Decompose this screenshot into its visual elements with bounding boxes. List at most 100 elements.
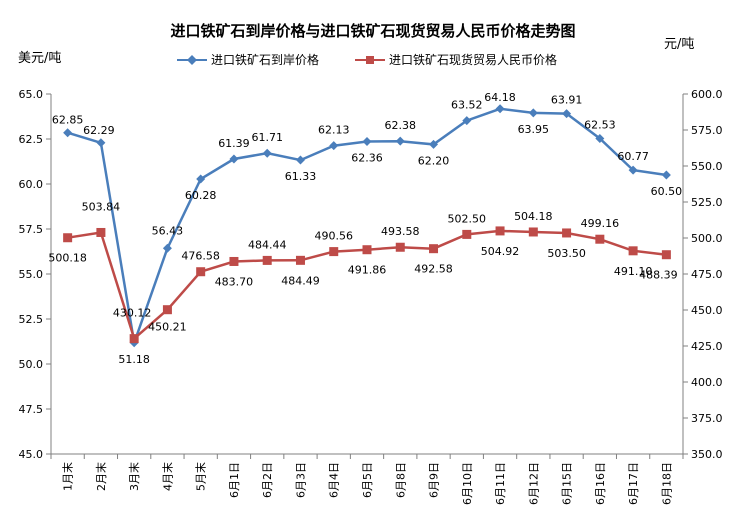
data-point-cif bbox=[296, 156, 305, 165]
data-label-cif: 60.28 bbox=[185, 189, 217, 202]
data-point-cif bbox=[263, 149, 272, 158]
left-axis-unit: 美元/吨 bbox=[18, 51, 61, 66]
right-tick-label: 400.0 bbox=[691, 376, 723, 389]
data-label-rmb: 484.49 bbox=[281, 274, 320, 287]
x-tick-label: 6月16日 bbox=[594, 462, 607, 505]
legend: 进口铁矿石到岸价格 进口铁矿石现货贸易人民币价格 bbox=[177, 52, 557, 67]
data-point-cif bbox=[529, 108, 538, 117]
x-tick-label: 6月2日 bbox=[261, 462, 274, 498]
right-tick-label: 575.0 bbox=[691, 124, 723, 137]
data-label-cif: 62.36 bbox=[351, 152, 383, 165]
data-point-cif bbox=[662, 171, 671, 180]
left-tick-label: 65.0 bbox=[19, 88, 44, 101]
data-point-rmb bbox=[662, 250, 671, 259]
x-tick-label: 5月末 bbox=[194, 462, 208, 491]
x-tick-label: 6月18日 bbox=[660, 462, 673, 505]
data-label-rmb: 488.39 bbox=[639, 269, 678, 282]
x-tick-label: 2月末 bbox=[94, 462, 108, 491]
data-label-cif: 62.53 bbox=[584, 118, 616, 131]
data-point-cif bbox=[496, 104, 505, 113]
data-label-cif: 62.85 bbox=[52, 114, 84, 127]
data-point-cif bbox=[363, 137, 372, 146]
data-point-rmb bbox=[529, 227, 538, 236]
data-label-rmb: 499.16 bbox=[581, 217, 620, 230]
right-tick-label: 425.0 bbox=[691, 340, 723, 353]
legend-label-cif: 进口铁矿石到岸价格 bbox=[211, 52, 319, 67]
legend-label-rmb: 进口铁矿石现货贸易人民币价格 bbox=[389, 52, 557, 67]
x-tick-label: 6月15日 bbox=[561, 462, 574, 505]
data-point-cif bbox=[63, 128, 72, 137]
data-label-cif: 51.18 bbox=[118, 353, 150, 366]
left-tick-label: 60.0 bbox=[19, 178, 44, 191]
legend-item-cif: 进口铁矿石到岸价格 bbox=[177, 52, 319, 67]
left-tick-label: 47.5 bbox=[19, 403, 44, 416]
data-label-cif: 62.29 bbox=[83, 124, 115, 137]
data-point-rmb bbox=[496, 226, 505, 235]
data-label-rmb: 502.50 bbox=[448, 212, 487, 225]
right-tick-label: 475.0 bbox=[691, 268, 723, 281]
data-point-rmb bbox=[130, 334, 139, 343]
x-tick-label: 6月3日 bbox=[294, 462, 307, 498]
data-point-cif bbox=[163, 244, 172, 253]
left-tick-label: 50.0 bbox=[19, 358, 44, 371]
right-tick-label: 375.0 bbox=[691, 412, 723, 425]
data-point-cif bbox=[96, 138, 105, 147]
data-label-rmb: 450.21 bbox=[148, 321, 187, 334]
data-label-rmb: 491.86 bbox=[348, 264, 387, 277]
data-point-rmb bbox=[163, 305, 172, 314]
data-label-rmb: 483.70 bbox=[215, 275, 254, 288]
legend-marker-cif bbox=[187, 55, 197, 65]
data-point-rmb bbox=[329, 247, 338, 256]
data-point-rmb bbox=[229, 257, 238, 266]
x-tick-label: 6月4日 bbox=[328, 462, 341, 498]
data-point-rmb bbox=[462, 230, 471, 239]
chart: 进口铁矿石到岸价格与进口铁矿石现货贸易人民币价格走势图 美元/吨 元/吨 进口铁… bbox=[0, 0, 746, 523]
data-point-cif bbox=[396, 137, 405, 146]
data-label-cif: 63.95 bbox=[518, 123, 550, 136]
left-tick-label: 45.0 bbox=[19, 448, 44, 461]
x-tick-label: 4月末 bbox=[160, 462, 174, 491]
data-label-cif: 60.50 bbox=[651, 185, 683, 198]
data-point-rmb bbox=[196, 267, 205, 276]
data-point-rmb bbox=[96, 228, 105, 237]
data-point-rmb bbox=[63, 233, 72, 242]
data-label-cif: 56.43 bbox=[152, 224, 184, 237]
data-label-cif: 62.38 bbox=[385, 119, 417, 132]
data-label-cif: 62.13 bbox=[318, 124, 350, 137]
x-tick-label: 6月8日 bbox=[394, 462, 407, 498]
x-tick-label: 6月1日 bbox=[228, 462, 241, 498]
legend-marker-rmb bbox=[366, 56, 374, 64]
data-label-cif: 63.91 bbox=[551, 94, 583, 107]
right-tick-label: 450.0 bbox=[691, 304, 723, 317]
right-tick-label: 500.0 bbox=[691, 232, 723, 245]
right-tick-label: 350.0 bbox=[691, 448, 723, 461]
data-point-rmb bbox=[396, 243, 405, 252]
data-point-rmb bbox=[296, 256, 305, 265]
legend-item-rmb: 进口铁矿石现货贸易人民币价格 bbox=[355, 52, 557, 67]
right-tick-label: 525.0 bbox=[691, 196, 723, 209]
data-label-cif: 61.71 bbox=[251, 131, 283, 144]
data-point-rmb bbox=[562, 228, 571, 237]
left-tick-label: 52.5 bbox=[19, 313, 44, 326]
data-label-cif: 62.20 bbox=[418, 154, 450, 167]
x-tick-label: 6月11日 bbox=[494, 462, 507, 505]
data-label-rmb: 503.50 bbox=[547, 247, 586, 260]
data-point-rmb bbox=[629, 246, 638, 255]
left-tick-label: 55.0 bbox=[19, 268, 44, 281]
x-tick-label: 6月10日 bbox=[461, 462, 474, 505]
data-label-rmb: 493.58 bbox=[381, 225, 420, 238]
data-label-cif: 63.52 bbox=[451, 99, 483, 112]
chart-title: 进口铁矿石到岸价格与进口铁矿石现货贸易人民币价格走势图 bbox=[170, 22, 575, 40]
data-point-cif bbox=[329, 141, 338, 150]
data-point-rmb bbox=[595, 235, 604, 244]
data-label-rmb: 500.18 bbox=[48, 252, 87, 265]
x-tick-label: 3月末 bbox=[127, 462, 141, 491]
data-label-cif: 60.77 bbox=[617, 150, 649, 163]
data-label-rmb: 476.58 bbox=[181, 250, 220, 263]
x-tick-label: 1月末 bbox=[61, 462, 75, 491]
right-tick-label: 600.0 bbox=[691, 88, 723, 101]
data-point-rmb bbox=[363, 245, 372, 254]
data-label-rmb: 490.56 bbox=[314, 230, 353, 243]
data-label-rmb: 503.84 bbox=[82, 200, 121, 213]
